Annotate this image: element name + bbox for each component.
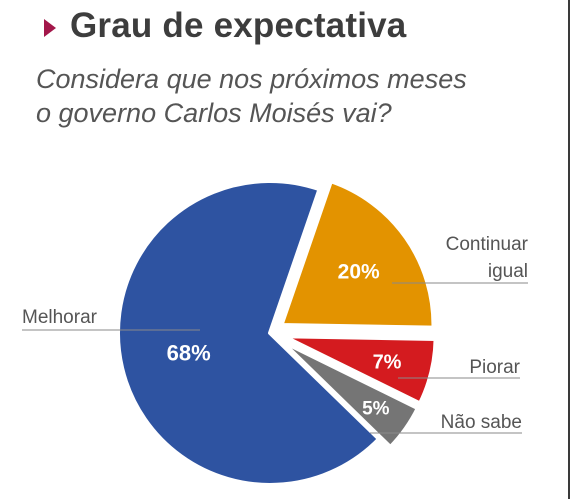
subtitle-line-2: o governo Carlos Moisés vai? (36, 98, 392, 128)
category-label: Melhorar (22, 307, 98, 328)
slice-value-label: 5% (362, 398, 390, 419)
category-label: Não sabe (441, 412, 522, 433)
category-label: Continuar (446, 234, 529, 255)
subtitle-line-1: Considera que nos próximos meses (36, 64, 467, 94)
pie-slice-melhorar (116, 179, 381, 487)
chart-subtitle: Considera que nos próximos meses o gover… (36, 62, 467, 130)
title-row: Grau de expectativa (44, 6, 406, 46)
panel-right-border (568, 0, 570, 499)
pie-slice-n-o-sabe (279, 339, 420, 450)
slice-value-label: 20% (338, 260, 380, 283)
slice-value-label: 68% (167, 340, 211, 365)
pie-slice-piorar (281, 334, 438, 406)
triangle-marker-icon (44, 19, 56, 37)
pie-slice-continuar-igual (279, 179, 436, 330)
slice-value-label: 7% (373, 352, 402, 374)
chart-title: Grau de expectativa (70, 6, 407, 45)
category-label: Piorar (469, 357, 520, 378)
category-label: igual (488, 261, 528, 282)
